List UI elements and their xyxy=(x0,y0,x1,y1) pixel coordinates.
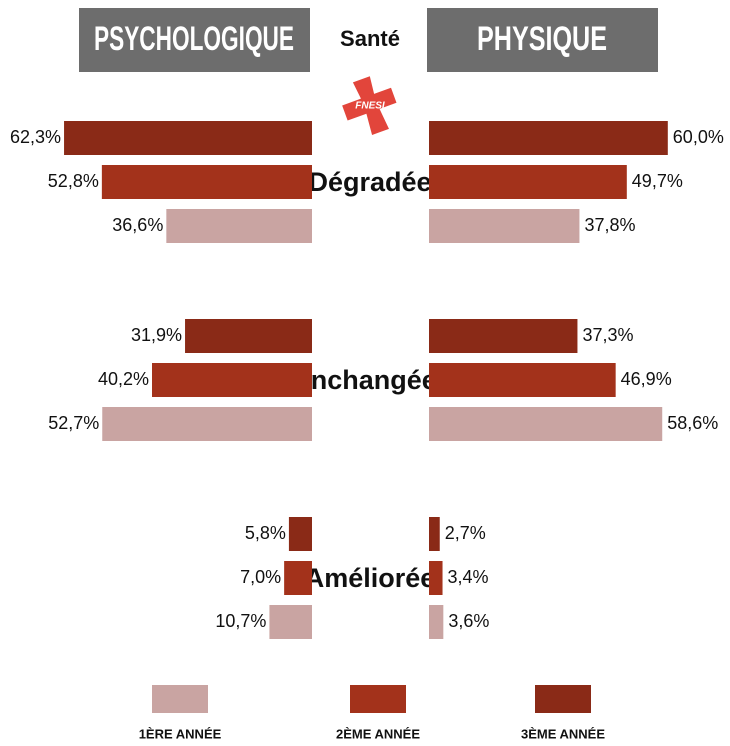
value-label: 5,8% xyxy=(245,523,286,543)
bar xyxy=(269,605,312,639)
legend-label: 2ÈME ANNÉE xyxy=(336,726,420,741)
bar xyxy=(429,605,444,639)
value-label: 36,6% xyxy=(112,215,163,235)
value-label: 31,9% xyxy=(131,325,182,345)
value-label: 37,3% xyxy=(582,325,633,345)
legend-label: 1ÈRE ANNÉE xyxy=(139,726,222,741)
category-label: Dégradée xyxy=(308,167,431,197)
right-title: PHYSIQUE xyxy=(477,20,607,58)
bar xyxy=(429,363,616,397)
category-label: Inchangée xyxy=(303,365,437,395)
value-label: 49,7% xyxy=(632,171,683,191)
value-label: 52,7% xyxy=(48,413,99,433)
bar xyxy=(64,121,313,155)
legend-label: 3ÈME ANNÉE xyxy=(521,726,605,741)
logo-text: FNESI xyxy=(355,101,385,112)
bar xyxy=(152,363,312,397)
bar xyxy=(429,561,443,595)
value-label: 52,8% xyxy=(48,171,99,191)
bar xyxy=(102,407,312,441)
logo-cross xyxy=(342,76,397,136)
left-title: PSYCHOLOGIQUE xyxy=(94,20,294,58)
bar xyxy=(429,209,580,243)
header-box xyxy=(79,8,310,72)
center-title: Santé xyxy=(340,26,400,51)
value-label: 7,0% xyxy=(240,567,281,587)
bar xyxy=(429,165,627,199)
bar xyxy=(429,319,578,353)
header-box xyxy=(427,8,658,72)
legend-swatch xyxy=(152,685,208,713)
value-label: 37,8% xyxy=(584,215,635,235)
value-label: 3,6% xyxy=(448,611,489,631)
value-label: 3,4% xyxy=(448,567,489,587)
bar xyxy=(429,121,668,155)
bar xyxy=(101,165,312,199)
logo: FNESI xyxy=(342,76,397,136)
bar xyxy=(429,517,440,551)
legend-swatch xyxy=(535,685,591,713)
bar xyxy=(166,209,312,243)
value-label: 10,7% xyxy=(215,611,266,631)
category-label: Améliorée xyxy=(305,563,436,593)
value-label: 62,3% xyxy=(10,127,61,147)
value-label: 40,2% xyxy=(98,369,149,389)
bar xyxy=(429,407,663,441)
value-label: 2,7% xyxy=(445,523,486,543)
value-label: 60,0% xyxy=(673,127,724,147)
bar xyxy=(284,561,312,595)
bar xyxy=(185,319,312,353)
value-label: 46,9% xyxy=(621,369,672,389)
bar xyxy=(288,517,312,551)
legend-swatch xyxy=(350,685,406,713)
value-label: 58,6% xyxy=(667,413,718,433)
